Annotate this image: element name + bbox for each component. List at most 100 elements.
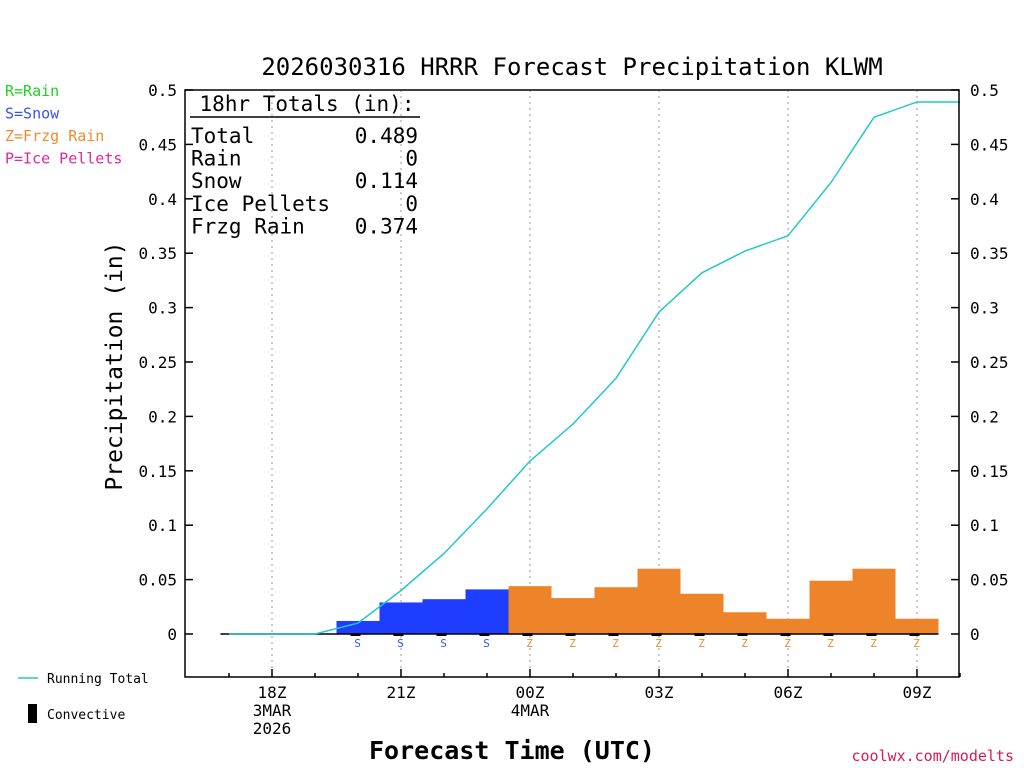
legend-entry-2: S=Snow	[5, 105, 60, 123]
convective-marker-21	[393, 633, 404, 636]
plot-frame	[184, 89, 960, 678]
ptype-label-31: Z	[827, 637, 834, 650]
ytick-label-right-8: 0.4	[970, 190, 999, 209]
totals-label-1: Total	[191, 124, 254, 148]
totals-value-2: 0	[405, 147, 418, 171]
convective-marker-29	[737, 633, 748, 636]
vertical-gridlines	[271, 90, 918, 677]
ptype-label-21: S	[397, 637, 404, 650]
convective-legend-label: Convective	[47, 708, 125, 723]
convective-marker-20	[350, 633, 361, 636]
ptype-label-27: Z	[655, 637, 662, 650]
totals-label-5: Frzg Rain	[191, 214, 305, 238]
ytick-label-left-4: 0.2	[148, 407, 177, 426]
ytick-label-right-6: 0.3	[970, 299, 999, 318]
ytick-label-left-2: 0.1	[148, 516, 177, 535]
bar-hour-28	[680, 593, 724, 634]
ptype-label-20: S	[354, 637, 361, 650]
convective-marker-31	[823, 633, 834, 636]
ytick-label-left-5: 0.25	[138, 353, 177, 372]
y-axis-left: 0 0.05 0.1 0.15 0.2 0.25 0.3 0.35 0.4 0.45 0.5	[138, 81, 193, 644]
ytick-label-left-1: 0.05	[138, 571, 177, 590]
totals-label-4: Ice Pellets	[191, 192, 330, 216]
bar-hour-29	[723, 612, 767, 634]
chart-title: 2026030316 HRRR Forecast Precipitation K…	[261, 53, 882, 81]
bar-hour-26	[594, 587, 638, 634]
convective-marker-27	[651, 633, 662, 636]
y-axis-label: Precipitation (in)	[102, 241, 128, 490]
xtick-label-30-0: 06Z	[774, 683, 803, 702]
ptype-label-23: S	[483, 637, 490, 650]
ytick-label-right-2: 0.1	[970, 516, 999, 535]
ytick-label-left-3: 0.15	[138, 462, 177, 481]
convective-marker-32	[866, 633, 877, 636]
xtick-label-21-0: 21Z	[387, 683, 416, 702]
convective-marker-33	[909, 633, 920, 636]
convective-marker-24	[522, 633, 533, 636]
convective-marker-28	[694, 633, 705, 636]
bar-hour-20	[336, 620, 380, 634]
convective-marker-25	[565, 633, 576, 636]
bar-hour-30	[766, 618, 810, 634]
ptype-label-32: Z	[870, 637, 877, 650]
totals-value-4: 0	[405, 192, 418, 216]
y-axis-right: 0 0.05 0.1 0.15 0.2 0.25 0.3 0.35 0.4 0.45 0.5	[951, 81, 1009, 644]
bar-hour-33	[895, 618, 939, 634]
totals-value-5: 0.374	[355, 214, 418, 238]
convective-marker-22	[436, 633, 447, 636]
xtick-label-18-1: 3MAR	[253, 701, 292, 720]
totals-label-2: Rain	[191, 147, 242, 171]
ytick-label-left-6: 0.3	[148, 299, 177, 318]
bar-hour-23	[465, 589, 509, 634]
xtick-label-18-2: 2026	[253, 719, 292, 738]
bar-hour-32	[852, 568, 896, 634]
ytick-label-right-4: 0.2	[970, 407, 999, 426]
x-axis-label: Forecast Time (UTC)	[369, 736, 655, 765]
bar-hour-22	[422, 599, 466, 634]
precip-type-legend: R=Rain S=Snow Z=Frzg Rain P=Ice Pellets	[5, 82, 122, 168]
convective-legend-swatch	[28, 704, 37, 723]
ptype-label-26: Z	[612, 637, 619, 650]
totals-label-3: Snow	[191, 169, 242, 193]
convective-markers	[350, 633, 920, 636]
ytick-label-right-10: 0.5	[970, 81, 999, 100]
ptype-label-28: Z	[698, 637, 705, 650]
ytick-label-left-9: 0.45	[138, 135, 177, 154]
ptype-label-24: Z	[526, 637, 533, 650]
bar-hour-31	[809, 580, 853, 634]
xtick-label-18-0: 18Z	[258, 683, 287, 702]
xtick-label-24-0: 00Z	[516, 683, 545, 702]
ytick-label-right-1: 0.05	[970, 571, 1009, 590]
running-total-legend-label: Running Total	[47, 672, 149, 687]
ytick-label-left-8: 0.4	[148, 190, 177, 209]
running-total-line	[229, 101, 960, 635]
totals-box: 18hr Totals (in): Total 0.489 Rain 0 Snow 0.1…	[190, 92, 420, 238]
hourly-precip-bars	[336, 568, 939, 634]
ptype-label-22: S	[440, 637, 447, 650]
ytick-label-left-7: 0.35	[138, 244, 177, 263]
legend-entry-1: R=Rain	[5, 82, 59, 100]
xtick-label-24-1: 4MAR	[511, 701, 550, 720]
ptype-label-30: Z	[784, 637, 791, 650]
ptype-label-33: Z	[913, 637, 920, 650]
ptype-label-29: Z	[741, 637, 748, 650]
bar-hour-25	[551, 598, 595, 634]
ytick-label-left-0: 0	[167, 625, 177, 644]
credit-text: coolwx.com/modelts	[851, 747, 1014, 765]
xtick-label-27-0: 03Z	[645, 683, 674, 702]
ytick-label-right-9: 0.45	[970, 135, 1009, 154]
legend-entry-4: P=Ice Pellets	[5, 150, 122, 168]
bar-hour-27	[637, 568, 681, 634]
bar-hour-24	[508, 586, 552, 634]
ptype-label-25: Z	[569, 637, 576, 650]
xtick-label-33-0: 09Z	[903, 683, 932, 702]
convective-marker-30	[780, 633, 791, 636]
bar-hour-21	[379, 602, 423, 634]
convective-marker-23	[479, 633, 490, 636]
totals-header: 18hr Totals (in):	[200, 92, 415, 116]
ytick-label-right-0: 0	[970, 625, 980, 644]
totals-value-3: 0.114	[355, 169, 418, 193]
